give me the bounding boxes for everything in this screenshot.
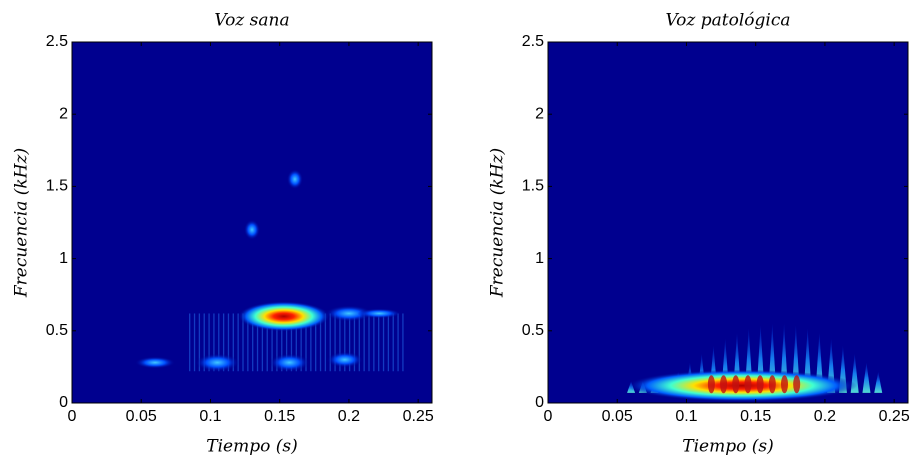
energy-peak [744,375,752,394]
x-axis-label: Tiempo (s) [682,437,773,457]
energy-blob [357,308,402,319]
spectral-spike [874,371,883,393]
y-tick-label: 1.5 [46,178,68,195]
y-tick-label: 2.5 [522,33,544,50]
energy-peak [756,375,764,394]
x-tick-label: 0 [68,408,77,425]
y-tick-label: 0.5 [522,322,544,339]
energy-peak [732,375,740,394]
x-tick-label: 0.15 [740,408,771,425]
x-tick-label: 0.25 [879,408,910,425]
x-axis-label: Tiempo (s) [206,437,297,457]
energy-blob [326,351,363,368]
y-axis-label: Frecuencia (kHz) [488,148,508,298]
chart-title: Voz patológica [665,11,790,31]
x-tick-label: 0.2 [814,408,836,425]
energy-blob [244,219,260,240]
x-tick-label: 0.1 [199,408,221,425]
energy-peak [793,375,801,394]
x-tick-label: 0.25 [403,408,434,425]
energy-peak [720,375,728,394]
energy-peak [707,375,715,394]
y-tick-label: 2.5 [46,33,68,50]
energy-peak [768,375,776,394]
x-tick-label: 0 [544,408,553,425]
y-axis-label: Frecuencia (kHz) [12,148,32,298]
energy-blob [135,356,176,369]
plot-frame [71,41,433,404]
y-tick-label: 2 [59,105,68,122]
x-tick-label: 0.05 [126,408,157,425]
y-tick-label: 2 [535,105,544,122]
y-tick-label: 1 [59,250,68,267]
energy-peak [237,301,330,332]
y-tick-label: 0 [535,394,544,411]
energy-blob [286,169,303,190]
y-tick-label: 1.5 [522,178,544,195]
energy-blob [195,353,240,372]
x-tick-label: 0.1 [675,408,697,425]
energy-blob [269,353,310,372]
y-tick-label: 0 [59,394,68,411]
y-tick-label: 0.5 [46,322,68,339]
plot-frame [547,41,909,404]
x-tick-label: 0.05 [602,408,633,425]
x-tick-label: 0.2 [338,408,360,425]
heatmap-image [135,169,404,372]
spectral-spike [862,362,871,393]
y-tick-label: 1 [535,250,544,267]
energy-blob [324,305,373,322]
energy-peak [780,375,788,394]
heatmap-image [626,323,883,402]
energy-band [626,369,857,402]
x-tick-label: 0.15 [264,408,295,425]
chart-title: Voz sana [214,11,289,31]
plot-area [548,42,908,403]
